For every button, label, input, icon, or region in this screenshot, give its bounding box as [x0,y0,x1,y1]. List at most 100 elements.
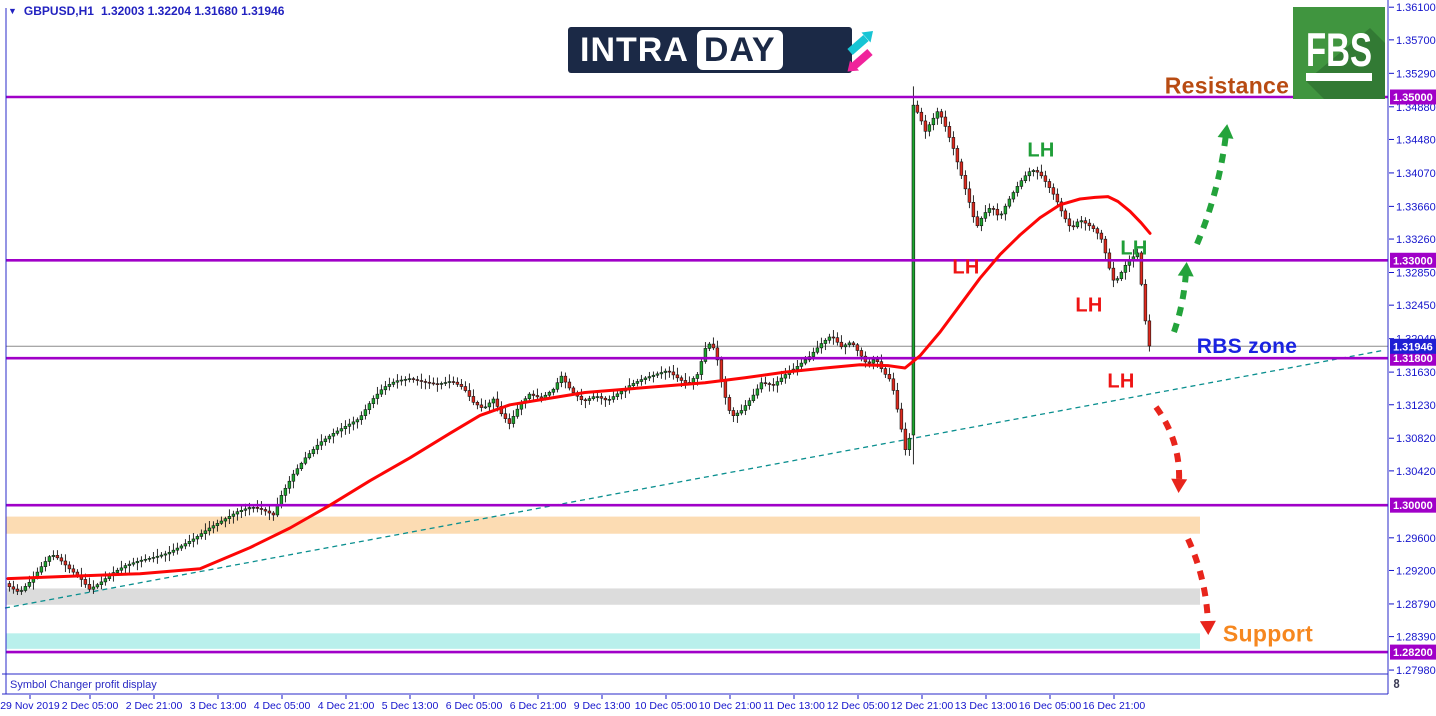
candle-body [899,408,904,430]
candle-body [923,120,928,132]
candle-body [495,398,500,407]
candle-body [723,380,728,398]
candle-body [83,579,88,585]
candle-body [803,359,808,364]
candle-body [783,374,788,379]
time-axis-label: 6 Dec 21:00 [510,700,567,712]
candle-body [435,383,440,385]
green-arrow-large [1194,133,1229,246]
candle-body [935,111,940,119]
candle-body [139,559,144,562]
candle-body [443,382,448,384]
candle-body [195,536,200,540]
candle-body [419,380,424,382]
candle-body [707,343,712,349]
candle-body [695,374,700,379]
candle-body [171,549,176,553]
candle-body [1139,252,1144,285]
candle-body [883,368,888,375]
candle-body [1103,238,1108,254]
price-axis-label: 1.35700 [1396,35,1436,47]
candle-body [719,359,724,381]
candle-body [99,581,104,585]
candle-body [415,379,420,381]
candle-body [1091,225,1096,229]
candle-body [395,380,400,383]
price-axis-label: 1.27980 [1396,665,1436,677]
chart-plot-area[interactable] [6,8,1388,672]
price-axis-label: 1.29200 [1396,565,1436,577]
candle-body [583,399,588,402]
candle-body [1095,228,1100,234]
candle-body [119,567,124,571]
candle-body [163,553,168,556]
candle-body [343,426,348,429]
candle-body [231,513,236,517]
candle-body [843,344,848,348]
current-price-badge-label: 1.31946 [1393,341,1433,353]
candle-body [871,359,876,364]
candle-body [711,343,716,349]
candle-body [471,396,476,403]
candle-body [215,523,220,526]
candle-body [775,381,780,386]
candle-body [1147,320,1152,347]
candle-body [279,495,284,506]
candle-body [431,382,436,385]
candle-body [483,406,488,409]
candle-body [1011,192,1016,200]
candle-body [959,161,964,176]
candle-body [207,527,212,532]
candle-body [823,339,828,344]
time-axis-label: 12 Dec 21:00 [891,700,954,712]
candle-body [259,508,264,510]
candle-body [127,563,132,566]
candle-body [147,558,152,560]
moving-average-line[interactable] [6,195,1152,581]
candle-body [915,104,920,113]
level-price-badge [1390,497,1436,513]
candle-body [423,381,428,383]
candle-body [747,400,752,406]
time-axis-label: 10 Dec 21:00 [699,700,762,712]
candle-body [979,217,984,227]
candle-body [51,555,56,557]
candle-body [939,111,944,118]
candle-body [527,393,532,400]
candle-body [347,423,352,427]
red-arrow-lower-head [1199,620,1216,635]
candle-body [1119,272,1124,279]
candle-body [739,410,744,414]
price-axis-label: 1.33260 [1396,234,1436,246]
candle-body [895,390,900,410]
price-axis-label: 1.36100 [1396,2,1436,14]
candle-body [115,569,120,573]
green-arrow-large-head [1217,124,1234,139]
candle-body [771,384,776,386]
candle-body [667,370,672,373]
candle-body [55,555,60,559]
candle-body [815,347,820,353]
candle-body [851,342,856,346]
candle-body [359,415,364,421]
time-axis-label: 29 Nov 2019 [0,700,60,712]
candle-body [179,545,184,549]
candle-body [555,382,560,390]
candle-body [971,202,976,218]
candle-body [451,381,456,383]
candle-body [427,381,432,384]
candle-body [855,344,860,351]
candle-body [1003,205,1008,215]
candle-body [1023,175,1028,181]
candle-body [223,518,228,522]
candle-body [975,216,980,227]
candle-body [751,394,756,401]
candle-body [779,377,784,382]
candle-body [1083,220,1088,224]
candle-body [531,393,536,396]
current-price-badge [1390,338,1436,354]
time-axis-label: 4 Dec 21:00 [318,700,375,712]
time-axis-label: 3 Dec 13:00 [190,700,247,712]
